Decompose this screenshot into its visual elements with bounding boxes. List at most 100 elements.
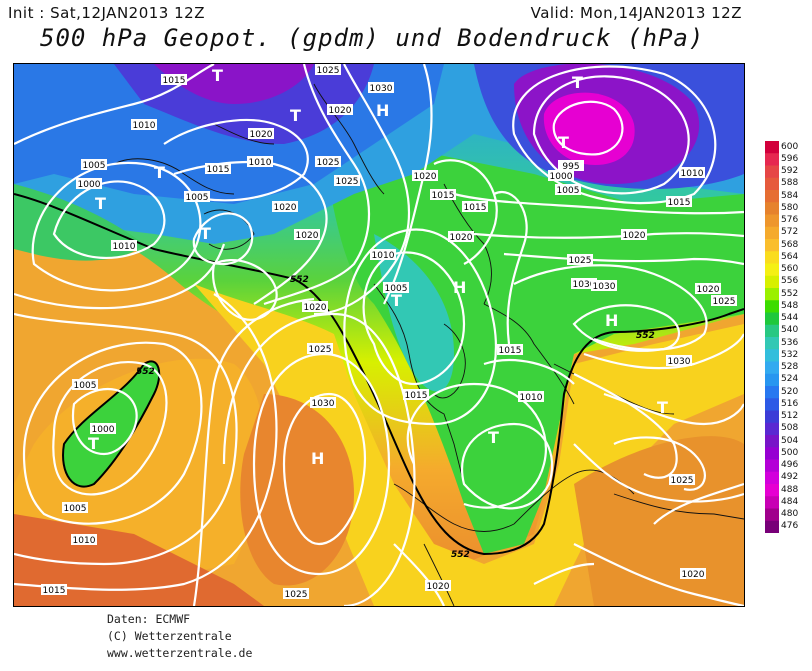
color-scale-label: 600	[781, 141, 799, 152]
isobar-label: 1030	[573, 280, 596, 290]
contour-label: 552	[290, 275, 309, 285]
isobar-label: 1010	[249, 158, 272, 168]
weather-map[interactable]: 1015 1025 1030 1020 1010 1005 1000 995 1…	[13, 63, 745, 607]
isobar-label: 1005	[74, 381, 97, 391]
credit-website[interactable]: www.wetterzentrale.de	[107, 646, 253, 660]
color-scale-label: 512	[781, 411, 799, 422]
color-scale-label: 588	[781, 178, 799, 189]
color-scale-cell	[765, 373, 779, 387]
color-scale-cell	[765, 422, 779, 436]
isobar-label: 1010	[73, 536, 96, 546]
color-scale-label: 540	[781, 325, 799, 336]
color-scale-cell	[765, 386, 779, 399]
color-scale-cell	[765, 410, 779, 424]
color-scale-cell	[765, 300, 779, 313]
high-center: H	[376, 101, 389, 120]
color-scale-label: 544	[781, 313, 799, 324]
color-scale-cell	[765, 288, 779, 301]
color-scale-cell	[765, 337, 779, 350]
isobar-label: 1015	[163, 76, 186, 86]
isobar-label: 1030	[312, 399, 335, 409]
high-center: H	[311, 449, 324, 468]
color-scale-label: 568	[781, 239, 799, 250]
isobar-label: 1020	[682, 570, 705, 580]
color-scale-cell	[765, 520, 779, 533]
isobar-label: 1005	[83, 161, 106, 171]
credit-data-source: Daten: ECMWF	[107, 612, 191, 626]
color-scale-cell	[765, 141, 779, 154]
isobar-label: 1020	[250, 130, 273, 140]
low-center: T	[95, 194, 106, 213]
color-scale-cell	[765, 214, 779, 228]
color-scale-label: 488	[781, 484, 799, 495]
low-center: T	[657, 398, 668, 417]
color-scale-label: 508	[781, 423, 799, 434]
color-scale-label: 556	[781, 276, 799, 287]
low-center: T	[154, 163, 165, 182]
color-scale-label: 524	[781, 374, 799, 385]
isobar-label: 1015	[207, 165, 230, 175]
color-scale-label: 500	[781, 447, 799, 458]
isobar-label: 1015	[464, 203, 487, 213]
map-canvas: 1015 1025 1030 1020 1010 1005 1000 995 1…	[14, 64, 744, 606]
isobar-label: 1010	[113, 242, 136, 252]
color-scale-label: 504	[781, 435, 799, 446]
color-scale-cell	[765, 447, 779, 460]
color-scale-cell	[765, 324, 779, 338]
isobar-label: 1025	[671, 476, 694, 486]
field-trough-cyan	[374, 234, 454, 392]
color-scale-cell	[765, 239, 779, 252]
valid-time: Valid: Mon,14JAN2013 12Z	[530, 4, 742, 22]
low-center: T	[558, 133, 569, 152]
chart-title: 500 hPa Geopot. (gpdm) und Bodendruck (h…	[40, 24, 705, 52]
contour-labels: 552 552 552 552	[136, 275, 655, 560]
color-scale-cell	[765, 435, 779, 448]
color-scale-label: 552	[781, 288, 799, 299]
color-scale-cell	[765, 496, 779, 509]
low-center: T	[212, 66, 223, 85]
isobar-label: 1025	[336, 177, 359, 187]
isobar-label: 1020	[329, 106, 352, 116]
low-center: T	[572, 73, 583, 92]
color-scale-label: 592	[781, 166, 799, 177]
isobar-label: 1015	[432, 191, 455, 201]
color-scale-label: 480	[781, 509, 799, 520]
isobar-label: 1020	[450, 233, 473, 243]
field-vortex-west-core	[154, 64, 314, 104]
isobar-label: 1030	[668, 357, 691, 367]
color-scale-cell	[765, 190, 779, 203]
contour-label: 552	[451, 550, 470, 560]
contour-552-main	[14, 193, 744, 556]
color-scale-cell	[765, 508, 779, 522]
isobar-label: 1015	[405, 391, 428, 401]
isobar-label: 1030	[593, 282, 616, 292]
color-scale-label: 548	[781, 300, 799, 311]
contour-label: 552	[136, 367, 155, 377]
low-center: T	[200, 224, 211, 243]
color-scale-label: 476	[781, 521, 799, 532]
isobar-label: 1020	[296, 231, 319, 241]
color-scale-label: 536	[781, 337, 799, 348]
color-scale-label: 532	[781, 349, 799, 360]
isobar-label: 1025	[309, 345, 332, 355]
color-scale-label: 564	[781, 251, 799, 262]
color-scale-cell	[765, 263, 779, 277]
isobar-label: 1020	[304, 303, 327, 313]
color-scale-label: 520	[781, 386, 799, 397]
isobar-label: 1025	[713, 297, 736, 307]
color-scale-cell	[765, 202, 779, 215]
isobar-label: 1030	[370, 84, 393, 94]
color-scale-cell	[765, 398, 779, 411]
isobar-label: 1015	[668, 198, 691, 208]
high-center: H	[453, 278, 466, 297]
isobar-label: 1010	[681, 169, 704, 179]
color-scale-bar	[765, 141, 779, 533]
color-scale-cell	[765, 349, 779, 362]
color-scale-cell	[765, 226, 779, 240]
color-scale-label: 576	[781, 215, 799, 226]
color-scale-label: 580	[781, 202, 799, 213]
field-yellow	[194, 284, 744, 606]
isobar-labels: 1015 1025 1030 1020 1010 1005 1000 995 1…	[41, 64, 737, 600]
color-scale-label: 584	[781, 190, 799, 201]
isobar-label: 1005	[557, 186, 580, 196]
